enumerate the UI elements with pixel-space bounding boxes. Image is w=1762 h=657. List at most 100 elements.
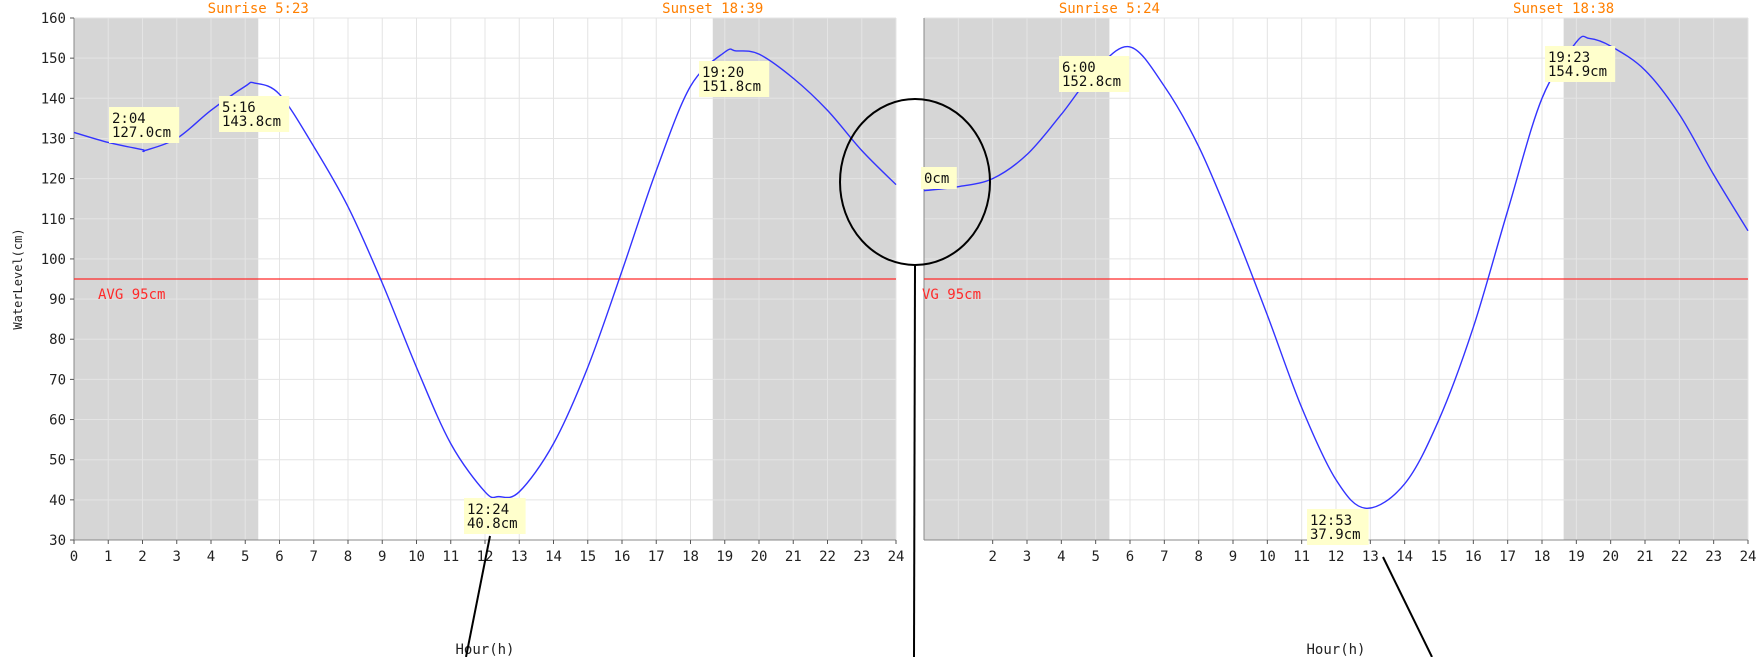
sunset-label: Sunset 18:38 (1513, 1, 1614, 17)
x-tick-label: 21 (785, 549, 802, 565)
extreme-value-label: 143.8cm (222, 114, 281, 130)
x-tick-label: 10 (1259, 549, 1276, 565)
x-tick-label: 19 (1568, 549, 1585, 565)
x-tick-label: 3 (173, 549, 181, 565)
x-tick-label: 9 (378, 549, 386, 565)
extreme-value-label: 127.0cm (112, 125, 171, 141)
extreme-label-box (921, 167, 957, 189)
x-axis-title: Hour(h) (1306, 642, 1365, 657)
x-tick-label: 6 (275, 549, 283, 565)
x-tick-label: 2 (138, 549, 146, 565)
x-tick-label: 2 (988, 549, 996, 565)
extreme-value-label: 151.8cm (702, 79, 761, 95)
extreme-time-label: 6:00 (1062, 60, 1096, 76)
x-tick-label: 7 (310, 549, 318, 565)
average-label: VG 95cm (922, 287, 981, 303)
extreme-label-box (219, 96, 290, 132)
extreme-value-label: 37.9cm (1310, 527, 1361, 543)
y-tick-label: 50 (49, 453, 66, 469)
sunset-label: Sunset 18:39 (662, 1, 763, 17)
y-tick-label: 70 (49, 372, 66, 388)
y-tick-label: 130 (41, 131, 66, 147)
x-tick-label: 18 (682, 549, 699, 565)
sunrise-label: Sunrise 5:24 (1059, 1, 1160, 17)
extreme-time-label: 2:04 (112, 111, 146, 127)
y-tick-label: 110 (41, 212, 66, 228)
y-tick-label: 120 (41, 172, 66, 188)
left-day-chart: 30405060708090100110120130140150160Water… (11, 1, 904, 657)
extreme-time-label: 12:53 (1310, 513, 1352, 529)
extreme-label-box (109, 107, 180, 143)
tide-curve (73, 48, 897, 499)
extreme-time-label: 5:16 (222, 100, 256, 116)
y-tick-label: 40 (49, 493, 66, 509)
callout-pointer-line (913, 264, 916, 657)
x-tick-label: 13 (511, 549, 528, 565)
x-tick-label: 1 (104, 549, 112, 565)
x-tick-label: 22 (1671, 549, 1688, 565)
extreme-time-label: 12:24 (467, 502, 509, 518)
x-tick-label: 16 (1465, 549, 1482, 565)
x-tick-label: 3 (1023, 549, 1031, 565)
x-tick-label: 10 (408, 549, 425, 565)
x-tick-label: 24 (888, 549, 905, 565)
callout-overlay (465, 98, 1433, 657)
low-tide-pointer-line-right (1382, 556, 1433, 657)
x-tick-label: 23 (853, 549, 870, 565)
extreme-label-box (1545, 46, 1616, 82)
x-tick-label: 18 (1534, 549, 1551, 565)
x-tick-label: 15 (579, 549, 596, 565)
x-tick-label: 4 (1057, 549, 1065, 565)
x-tick-label: 20 (1602, 549, 1619, 565)
extreme-label-box (1307, 509, 1369, 545)
x-tick-label: 5 (241, 549, 249, 565)
x-tick-label: 12 (1328, 549, 1345, 565)
x-tick-label: 7 (1160, 549, 1168, 565)
extreme-label-box (1059, 56, 1130, 92)
x-tick-label: 17 (1499, 549, 1516, 565)
x-tick-label: 22 (819, 549, 836, 565)
x-tick-label: 8 (1194, 549, 1202, 565)
extreme-time-label: 19:23 (1548, 50, 1590, 66)
x-tick-label: 17 (648, 549, 665, 565)
extreme-label-box (699, 61, 770, 97)
x-tick-label: 13 (1362, 549, 1379, 565)
sunrise-label: Sunrise 5:23 (208, 1, 309, 17)
low-tide-pointer-line-left (465, 535, 491, 657)
right-day-chart: 2 3 4 5 6 7 8 9 10 11 12 13 14 15 16 17 18 19 20 21 22 23 24Ho… (921, 1, 1756, 657)
y-tick-label: 150 (41, 51, 66, 67)
x-tick-label: 16 (614, 549, 631, 565)
x-tick-label: 19 (716, 549, 733, 565)
x-tick-label: 8 (344, 549, 352, 565)
x-tick-label: 11 (442, 549, 459, 565)
x-tick-label: 24 (1740, 549, 1757, 565)
average-label: AVG 95cm (98, 287, 165, 303)
x-tick-label: 4 (207, 549, 215, 565)
y-tick-label: 80 (49, 332, 66, 348)
x-tick-label: 14 (545, 549, 562, 565)
extreme-value-label: 40.8cm (467, 516, 518, 532)
y-tick-label: 90 (49, 292, 66, 308)
x-tick-label: 5 (1091, 549, 1099, 565)
x-tick-label: 21 (1637, 549, 1654, 565)
extreme-label-box (464, 498, 526, 534)
x-tick-label: 0 (70, 549, 78, 565)
x-tick-label: 14 (1396, 549, 1413, 565)
extreme-value-label: 152.8cm (1062, 74, 1121, 90)
x-tick-label: 6 (1126, 549, 1134, 565)
y-tick-label: 160 (41, 11, 66, 27)
y-tick-label: 140 (41, 91, 66, 107)
extreme-time-label: 19:20 (702, 65, 744, 81)
x-tick-label: 15 (1431, 549, 1448, 565)
x-tick-label: 11 (1293, 549, 1310, 565)
extreme-value-label: 154.9cm (1548, 64, 1607, 80)
y-tick-label: 100 (41, 252, 66, 268)
y-tick-label: 30 (49, 533, 66, 549)
x-tick-label: 20 (751, 549, 768, 565)
x-axis-title: Hour(h) (455, 642, 514, 657)
y-tick-label: 60 (49, 413, 66, 429)
x-tick-label: 23 (1705, 549, 1722, 565)
y-axis-title: WaterLevel(cm) (11, 228, 25, 329)
extreme-value-label: 0cm (924, 171, 949, 187)
